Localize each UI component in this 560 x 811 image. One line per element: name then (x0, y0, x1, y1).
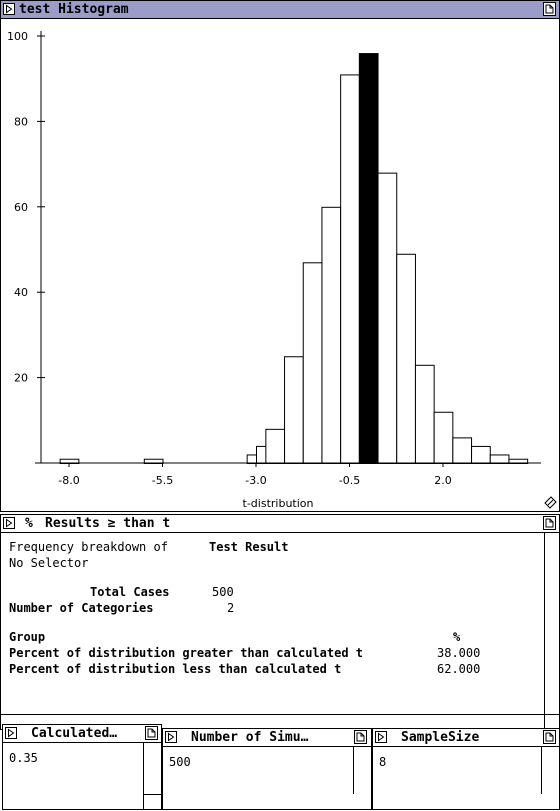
sample-size-value[interactable]: 8 (379, 755, 387, 769)
vertical-scrollbar[interactable] (143, 743, 161, 794)
results-window: % Results ≥ than t Frequency breakdown o… (0, 514, 560, 730)
vertical-scrollbar[interactable] (353, 747, 371, 794)
calculated-titlebar[interactable]: Calculated… (3, 725, 161, 743)
num-simulations-title: Number of Simu… (191, 730, 309, 745)
collapse-triangle-icon[interactable] (5, 727, 17, 739)
document-icon[interactable] (354, 730, 367, 744)
resize-icon[interactable] (544, 496, 557, 509)
total-cases-value: 500 (212, 585, 234, 599)
x-tick-label: 2.0 (434, 474, 452, 487)
freq-value: Test Result (209, 540, 289, 554)
scroll-corner (544, 714, 559, 729)
horizontal-scrollbar[interactable] (1, 714, 544, 729)
collapse-triangle-icon[interactable] (375, 731, 387, 743)
result-row-value: 38.000 (437, 646, 481, 660)
sample-size-title: SampleSize (401, 730, 480, 745)
histogram-window: test Histogram 100 80 60 40 20 -8.0 -5.5 -3.0 -0… (0, 0, 560, 512)
collapse-triangle-icon[interactable] (3, 517, 15, 529)
histogram-bar[interactable] (284, 356, 304, 464)
selector-text: No Selector (9, 556, 89, 570)
y-tick-label: 20 (14, 372, 28, 385)
collapse-triangle-icon[interactable] (165, 731, 177, 743)
document-icon[interactable] (543, 730, 556, 744)
percent-icon: % (25, 516, 33, 531)
histogram-bar[interactable] (471, 445, 491, 465)
y-tick-label: 60 (14, 201, 28, 214)
sample-size-window: SampleSize 8 (372, 728, 560, 810)
result-row-value: 62.000 (437, 662, 481, 676)
histogram-chart: 100 80 60 40 20 -8.0 -5.5 -3.0 -0.5 2.0 t-distrib… (7, 30, 541, 510)
x-axis-label: t-distribution (243, 497, 314, 510)
result-row-label: Percent of distribution less than calcul… (9, 662, 342, 676)
result-row-label: Percent of distribution greater than cal… (9, 646, 364, 660)
x-tick-label: -5.5 (152, 474, 173, 487)
histogram-bar[interactable] (489, 454, 510, 464)
calculated-title: Calculated… (31, 726, 118, 741)
x-tick-label: -0.5 (339, 474, 360, 487)
y-tick-label: 100 (7, 30, 28, 43)
document-icon[interactable] (543, 516, 556, 530)
histogram-bar[interactable] (377, 172, 398, 464)
sample-size-titlebar[interactable]: SampleSize (373, 729, 559, 747)
histogram-bar[interactable] (302, 262, 323, 464)
histogram-bar[interactable] (396, 253, 416, 464)
num-categories-label: Number of Categories (9, 601, 154, 615)
histogram-bar[interactable] (340, 74, 360, 465)
percent-header: % (453, 630, 461, 644)
vertical-scrollbar[interactable] (541, 747, 559, 794)
histogram-bar[interactable] (414, 364, 435, 465)
num-categories-value: 2 (227, 601, 235, 615)
freq-label: Frequency breakdown of (9, 540, 168, 554)
results-titlebar[interactable]: % Results ≥ than t (1, 515, 559, 533)
histogram-bar-selected[interactable] (358, 53, 379, 465)
histogram-bar[interactable] (265, 428, 286, 464)
calculated-window: Calculated… 0.35 (2, 724, 162, 810)
histogram-title: test Histogram (19, 2, 129, 17)
x-tick-label: -3.0 (245, 474, 266, 487)
document-icon[interactable] (543, 2, 556, 16)
vertical-scrollbar[interactable] (544, 533, 559, 714)
y-tick-label: 80 (14, 115, 28, 128)
histogram-titlebar[interactable]: test Histogram (1, 1, 559, 19)
histogram-bar[interactable] (433, 411, 454, 465)
group-header: Group (9, 630, 46, 644)
collapse-triangle-icon[interactable] (3, 3, 15, 15)
num-simulations-window: Number of Simu… 500 (162, 728, 372, 810)
results-title: Results ≥ than t (45, 516, 171, 531)
document-icon[interactable] (145, 726, 158, 740)
total-cases-label: Total Cases (90, 585, 170, 599)
histogram-bar[interactable] (452, 437, 473, 465)
x-tick-label: -8.0 (58, 474, 79, 487)
num-simulations-value[interactable]: 500 (169, 755, 191, 769)
calculated-value[interactable]: 0.35 (9, 751, 38, 765)
histogram-bar[interactable] (321, 206, 342, 465)
y-tick-label: 40 (14, 286, 28, 299)
num-simulations-titlebar[interactable]: Number of Simu… (163, 729, 371, 747)
scroll-corner (143, 794, 161, 809)
